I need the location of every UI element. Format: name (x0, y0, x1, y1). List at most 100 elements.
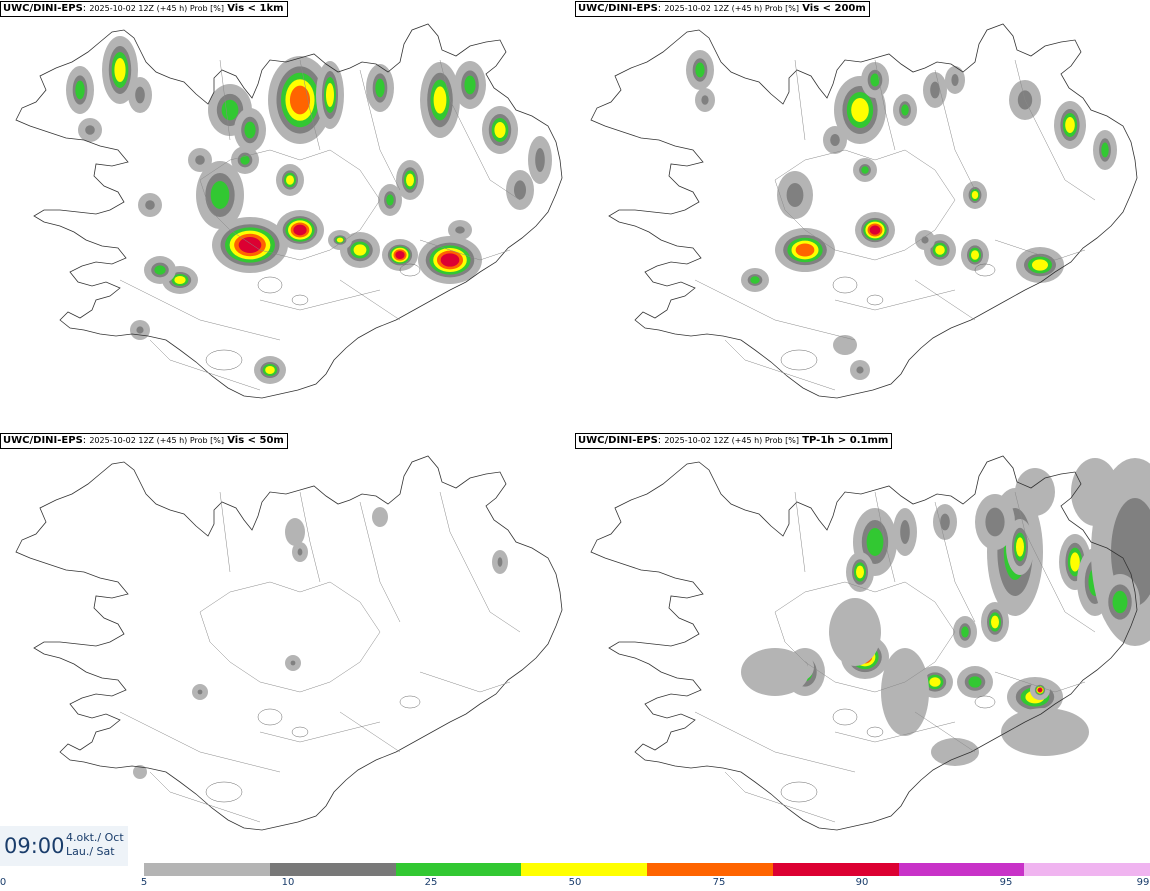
iceland-map-vis-200m (590, 23, 1138, 399)
boundary-line (834, 721, 956, 743)
probability-area (869, 225, 881, 235)
boundary-line (994, 671, 1086, 693)
boundary-line (119, 279, 281, 341)
probability-area (494, 122, 506, 138)
boundary-line (694, 711, 856, 773)
coastline (15, 455, 563, 831)
boundary-line (694, 279, 856, 341)
boundary-line (774, 149, 956, 261)
probability-colorbar (144, 863, 1150, 876)
probability-area (1015, 468, 1055, 516)
probability-area (1001, 708, 1089, 756)
map-panel-tp-1h: UWC/DINI-EPS: 2025-10-02 12Z (+45 h) Pro… (575, 432, 1150, 864)
lake-outline (291, 294, 309, 306)
lake-outline (866, 294, 884, 306)
probability-area (971, 191, 979, 199)
boundary-line (794, 491, 806, 573)
boundary-line (199, 149, 381, 261)
colorbar-tick-label: 75 (712, 877, 726, 888)
colorbar-segment (269, 863, 396, 876)
probability-area (795, 243, 815, 257)
colorbar-segment (647, 863, 773, 876)
probability-area (197, 689, 203, 695)
boundary-line (259, 721, 381, 743)
probability-area (114, 58, 126, 82)
probability-area (497, 557, 503, 567)
probability-area (851, 98, 869, 122)
probability-area (433, 86, 447, 114)
boundary-line (359, 501, 401, 623)
boundary-line (419, 671, 511, 693)
probability-area (866, 528, 884, 556)
probability-area (136, 326, 144, 334)
probability-area (1112, 590, 1128, 614)
probability-area (285, 518, 305, 546)
probability-area (921, 236, 929, 244)
iceland-map-vis-1km (15, 23, 563, 399)
panel-title: UWC/DINI-EPS: 2025-10-02 12Z (+45 h) Pro… (0, 433, 288, 449)
boundary-line (914, 711, 976, 753)
probability-area (971, 250, 979, 260)
colorbar-segment (521, 863, 647, 876)
boundary-line (149, 339, 261, 391)
probability-area (1016, 537, 1024, 557)
probability-area (701, 95, 709, 105)
probability-area (240, 155, 250, 165)
boundary-line (774, 581, 956, 693)
map-panel-vis-50m: UWC/DINI-EPS: 2025-10-02 12Z (+45 h) Pro… (0, 432, 575, 864)
boundary-line (724, 771, 836, 823)
probability-area (133, 765, 147, 779)
probability-area (210, 181, 230, 209)
boundary-line (419, 239, 511, 261)
boundary-line (339, 279, 401, 321)
lake-outline (866, 726, 884, 738)
boundary-line (119, 711, 281, 773)
colorbar-tick-label: 0 (0, 877, 7, 888)
probability-area (940, 513, 950, 531)
probability-area (930, 81, 940, 99)
probability-area (881, 648, 929, 736)
probability-area (375, 78, 385, 98)
probability-area (856, 565, 864, 579)
probability-area (951, 74, 959, 86)
colorbar-segment (772, 863, 899, 876)
probability-area (1071, 458, 1119, 526)
probability-area (1032, 259, 1048, 271)
probability-area (1038, 688, 1042, 692)
boundary-line (834, 289, 956, 311)
panel-title: UWC/DINI-EPS: 2025-10-02 12Z (+45 h) Pro… (575, 1, 870, 17)
probability-area (1070, 552, 1080, 572)
boundary-line (439, 491, 521, 633)
probability-area (221, 99, 239, 121)
lake-outline (974, 695, 996, 709)
boundary-line (219, 59, 231, 141)
probability-area (154, 265, 166, 275)
probability-area (830, 134, 840, 146)
colorbar-tick-label: 10 (281, 877, 295, 888)
coastline (590, 23, 1138, 399)
probability-area (174, 276, 186, 284)
probability-area (870, 73, 880, 87)
boundary-line (874, 491, 896, 583)
probability-area (931, 738, 979, 766)
coastline (590, 455, 1138, 831)
panel-title: UWC/DINI-EPS: 2025-10-02 12Z (+45 h) Pro… (0, 1, 288, 17)
probability-area (786, 183, 804, 207)
lake-outline (257, 708, 283, 726)
lake-outline (205, 349, 243, 371)
colorbar-tick-label: 90 (855, 877, 869, 888)
probability-area (135, 86, 145, 104)
boundary-line (914, 279, 976, 321)
probability-area (386, 194, 394, 206)
map-panel-vis-200m: UWC/DINI-EPS: 2025-10-02 12Z (+45 h) Pro… (575, 0, 1150, 432)
lake-outline (832, 276, 858, 294)
probability-area (372, 507, 388, 527)
coastline (15, 23, 563, 399)
probability-area (514, 180, 526, 200)
probability-area (289, 85, 311, 115)
boundary-line (874, 59, 896, 151)
boundary-line (149, 771, 261, 823)
colorbar-segment (144, 863, 270, 876)
probability-area (929, 677, 941, 687)
